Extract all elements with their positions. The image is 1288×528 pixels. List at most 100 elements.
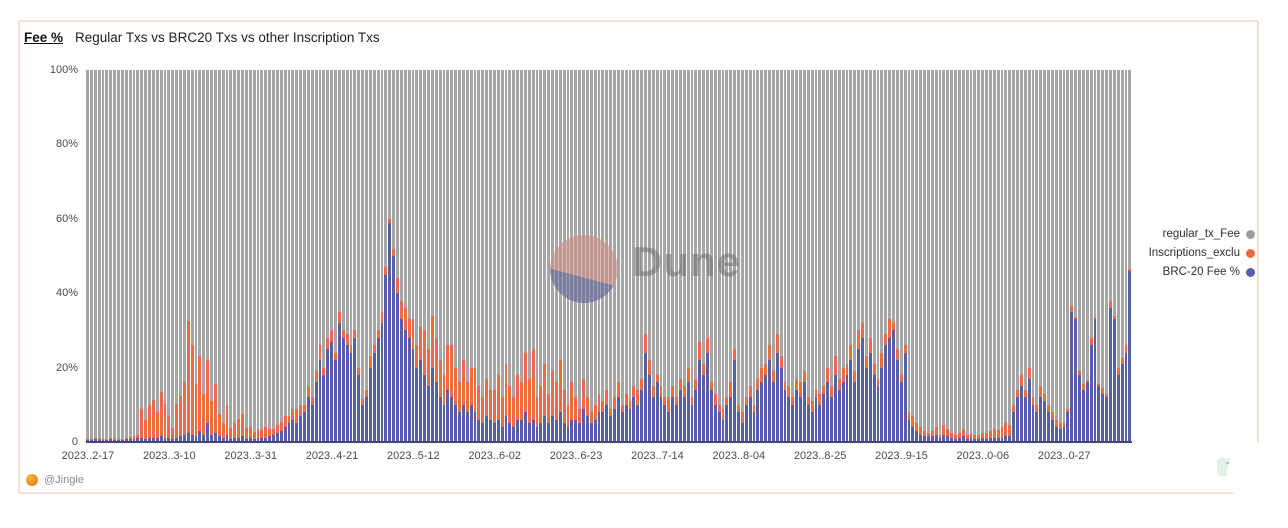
bar-day-174[interactable] — [760, 70, 764, 442]
bar-day-104[interactable] — [489, 70, 492, 442]
bar-day-218[interactable] — [930, 70, 934, 442]
bar-day-79[interactable] — [392, 70, 395, 442]
bar-day-78[interactable] — [388, 70, 392, 442]
bar-day-172[interactable] — [752, 70, 756, 442]
bar-day-229[interactable] — [973, 70, 977, 442]
bar-day-110[interactable] — [512, 70, 516, 442]
bar-day-111[interactable] — [516, 70, 519, 442]
bar-day-255[interactable] — [1074, 70, 1077, 442]
bar-day-59[interactable] — [314, 70, 318, 442]
bar-day-84[interactable] — [411, 70, 415, 442]
bar-day-102[interactable] — [481, 70, 485, 442]
bar-day-185[interactable] — [802, 70, 806, 442]
bar-day-197[interactable] — [849, 70, 853, 442]
bar-day-212[interactable] — [907, 70, 911, 442]
bar-day-159[interactable] — [702, 70, 705, 442]
bar-day-115[interactable] — [531, 70, 535, 442]
bar-day-213[interactable] — [911, 70, 915, 442]
bar-day-106[interactable] — [496, 70, 500, 442]
bar-day-58[interactable] — [310, 70, 314, 442]
author-handle[interactable]: @Jingle — [44, 474, 84, 486]
bar-day-268[interactable] — [1124, 70, 1128, 442]
bar-day-244[interactable] — [1031, 70, 1035, 442]
bar-day-269[interactable] — [1128, 70, 1132, 442]
bar-day-231[interactable] — [981, 70, 984, 442]
bar-day-266[interactable] — [1116, 70, 1120, 442]
bar-day-193[interactable] — [833, 70, 837, 442]
bar-day-179[interactable] — [779, 70, 783, 442]
bar-day-250[interactable] — [1054, 70, 1058, 442]
bar-day-158[interactable] — [698, 70, 702, 442]
bar-day-92[interactable] — [442, 70, 446, 442]
bar-day-30[interactable] — [202, 70, 206, 442]
bar-day-27[interactable] — [190, 70, 194, 442]
bar-day-70[interactable] — [357, 70, 361, 442]
bar-day-9[interactable] — [120, 70, 124, 442]
bar-day-206[interactable] — [884, 70, 888, 442]
bar-day-8[interactable] — [117, 70, 120, 442]
bar-day-112[interactable] — [520, 70, 523, 442]
bar-day-154[interactable] — [682, 70, 686, 442]
bar-day-34[interactable] — [217, 70, 221, 442]
bar-day-252[interactable] — [1062, 70, 1066, 442]
bar-day-73[interactable] — [368, 70, 372, 442]
bar-day-207[interactable] — [888, 70, 891, 442]
bar-day-29[interactable] — [198, 70, 202, 442]
bar-day-12[interactable] — [132, 70, 136, 442]
bar-day-187[interactable] — [810, 70, 814, 442]
bar-day-215[interactable] — [919, 70, 922, 442]
bar-day-72[interactable] — [365, 70, 368, 442]
bar-day-186[interactable] — [806, 70, 810, 442]
bar-day-243[interactable] — [1027, 70, 1031, 442]
bar-day-15[interactable] — [144, 70, 147, 442]
bar-day-219[interactable] — [934, 70, 938, 442]
bar-day-168[interactable] — [737, 70, 740, 442]
bar-day-220[interactable] — [938, 70, 942, 442]
bar-day-216[interactable] — [923, 70, 926, 442]
bar-day-233[interactable] — [988, 70, 992, 442]
bar-day-101[interactable] — [477, 70, 481, 442]
bar-day-86[interactable] — [419, 70, 423, 442]
bar-day-20[interactable] — [163, 70, 167, 442]
bar-day-149[interactable] — [663, 70, 667, 442]
bar-day-52[interactable] — [287, 70, 291, 442]
bar-day-176[interactable] — [768, 70, 771, 442]
bar-day-253[interactable] — [1066, 70, 1070, 442]
bar-day-160[interactable] — [706, 70, 709, 442]
bar-day-62[interactable] — [326, 70, 330, 442]
bar-day-180[interactable] — [783, 70, 787, 442]
bar-day-232[interactable] — [985, 70, 988, 442]
bar-day-95[interactable] — [454, 70, 457, 442]
bar-day-238[interactable] — [1008, 70, 1012, 442]
bar-day-203[interactable] — [872, 70, 876, 442]
bar-day-267[interactable] — [1120, 70, 1124, 442]
bar-day-162[interactable] — [713, 70, 717, 442]
bar-day-209[interactable] — [895, 70, 899, 442]
bar-day-54[interactable] — [295, 70, 299, 442]
bar-day-210[interactable] — [899, 70, 903, 442]
bar-day-2[interactable] — [93, 70, 97, 442]
bar-day-82[interactable] — [403, 70, 407, 442]
bar-day-264[interactable] — [1109, 70, 1112, 442]
bar-day-33[interactable] — [213, 70, 217, 442]
bar-day-56[interactable] — [303, 70, 306, 442]
bar-day-204[interactable] — [876, 70, 880, 442]
bar-day-205[interactable] — [880, 70, 884, 442]
bar-day-192[interactable] — [830, 70, 833, 442]
legend-item-inscriptions-exclu[interactable]: Inscriptions_exclu — [1149, 247, 1255, 259]
bar-day-109[interactable] — [508, 70, 512, 442]
bar-day-16[interactable] — [148, 70, 151, 442]
bar-day-65[interactable] — [337, 70, 341, 442]
bar-day-260[interactable] — [1093, 70, 1097, 442]
bar-day-141[interactable] — [632, 70, 636, 442]
bar-day-242[interactable] — [1023, 70, 1027, 442]
bar-day-60[interactable] — [318, 70, 322, 442]
bar-day-263[interactable] — [1105, 70, 1108, 442]
bar-day-119[interactable] — [547, 70, 550, 442]
bar-day-150[interactable] — [667, 70, 671, 442]
bar-day-237[interactable] — [1004, 70, 1008, 442]
bar-day-230[interactable] — [977, 70, 981, 442]
bar-day-77[interactable] — [384, 70, 388, 442]
bar-day-167[interactable] — [733, 70, 736, 442]
bar-day-81[interactable] — [399, 70, 403, 442]
